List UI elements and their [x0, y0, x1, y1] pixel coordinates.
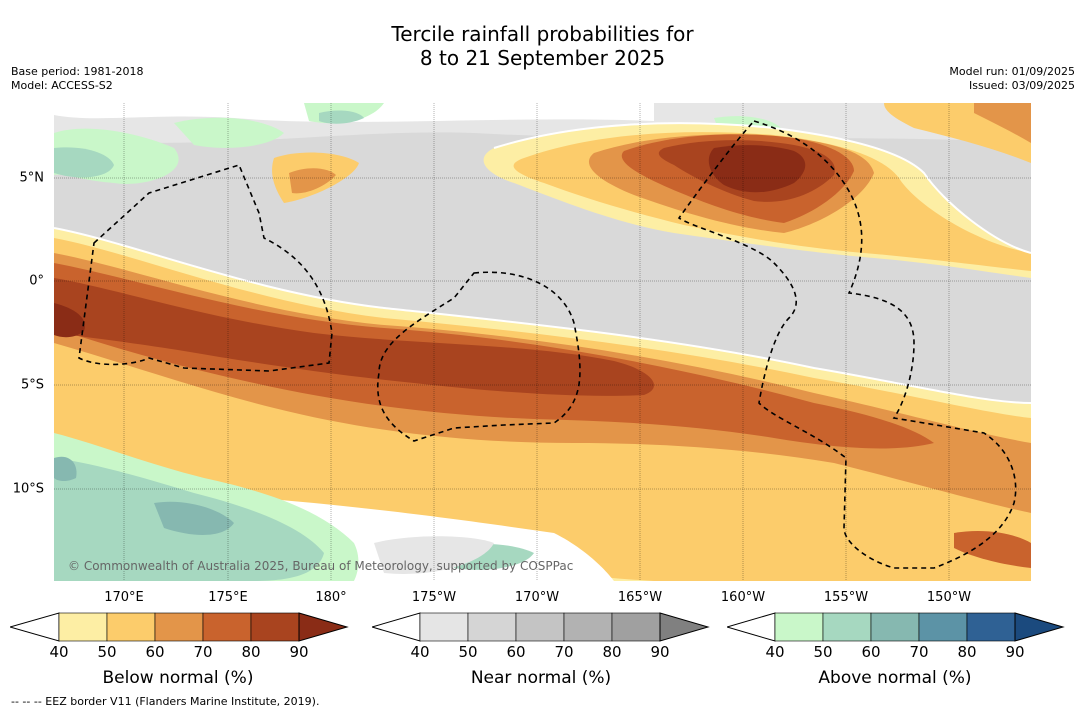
x-tick-180: 180°	[315, 590, 347, 605]
colorbar-near-arrow-right	[659, 612, 710, 642]
colorbar-above-title: Above normal (%)	[818, 668, 972, 688]
above-normal-region-sw-70	[154, 501, 234, 535]
meta-left: Base period: 1981-2018 Model: ACCESS-S2	[11, 65, 143, 93]
below-normal-patch-nw-core	[289, 168, 336, 194]
below-normal-ne-core	[974, 103, 1031, 143]
cbar-near-tick: 60	[506, 643, 526, 661]
x-tick-175w: 175°W	[411, 590, 457, 605]
eez-border-kiribati-gilberts	[78, 164, 333, 372]
colorbar-near-normal	[372, 612, 710, 642]
cbar-near-tick: 90	[650, 643, 670, 661]
cbar-above-tick: 80	[957, 643, 977, 661]
below-normal-patch-se	[954, 531, 1031, 568]
cbar-near-tick: 40	[410, 643, 430, 661]
model-name: Model: ACCESS-S2	[11, 79, 113, 92]
colorbar-near-swatch-50	[467, 612, 517, 642]
x-tick-170e: 170°E	[104, 590, 144, 605]
colorbar-above-swatch-60	[870, 612, 920, 642]
x-tick-170w: 170°W	[514, 590, 560, 605]
cbar-near-tick: 80	[602, 643, 622, 661]
below-normal-tongue-north-90	[708, 145, 806, 193]
cbar-above-tick: 40	[765, 643, 785, 661]
above-normal-patch-nw-core	[54, 147, 114, 178]
eez-border-kiribati-phoenix	[377, 271, 581, 442]
probability-map: © Commonwealth of Australia 2025, Bureau…	[54, 103, 1031, 581]
colorbar-near-swatch-60	[515, 612, 565, 642]
cbar-below-tick: 80	[241, 643, 261, 661]
colorbar-near-title: Near normal (%)	[470, 668, 612, 688]
colorbar-below-normal	[10, 612, 349, 642]
model-run: Model run: 01/09/2025	[949, 65, 1075, 78]
cbar-above-tick: 70	[909, 643, 929, 661]
x-tick-155w: 155°W	[823, 590, 869, 605]
longitude-gridlines	[123, 103, 950, 581]
cbar-below-tick: 50	[97, 643, 117, 661]
x-tick-150w: 150°W	[926, 590, 972, 605]
cbar-above-tick: 60	[861, 643, 881, 661]
colorbar-near-swatch-70	[563, 612, 613, 642]
map-title: Tercile rainfall probabilities for 8 to …	[0, 22, 1085, 70]
y-tick-10s: 10°S	[12, 481, 44, 497]
title-line-2: 8 to 21 September 2025	[419, 46, 666, 70]
y-tick-5s: 5°S	[20, 377, 44, 393]
latitude-gridlines	[54, 177, 1031, 490]
colorbar-near-swatch-80	[611, 612, 661, 642]
title-line-1: Tercile rainfall probabilities for	[391, 22, 694, 46]
issued-date: Issued: 03/09/2025	[968, 79, 1075, 92]
cbar-below-tick: 60	[145, 643, 165, 661]
colorbar-below-title: Below normal (%)	[102, 668, 254, 688]
cbar-below-tick: 40	[49, 643, 69, 661]
above-normal-patch-n3-core	[319, 110, 364, 124]
cbar-above-tick: 50	[813, 643, 833, 661]
eez-footnote: -- -- -- EEZ border V11 (Flanders Marine…	[11, 695, 320, 708]
colorbar-above-arrow-right	[1014, 612, 1065, 642]
category-boundary-north	[54, 227, 1031, 404]
colorbar-above-swatch-50	[822, 612, 872, 642]
colorbar-near-swatch-40	[419, 612, 469, 642]
cbar-below-tick: 90	[289, 643, 309, 661]
y-tick-equator: 0°	[29, 273, 44, 289]
eez-borders	[78, 120, 1017, 569]
cbar-below-tick: 70	[193, 643, 213, 661]
x-tick-175e: 175°E	[208, 590, 248, 605]
colorbar-below-swatch-70	[202, 612, 252, 642]
colorbar-above-arrow-left	[727, 612, 776, 642]
colorbar-near-arrow-left	[372, 612, 421, 642]
cbar-near-tick: 50	[458, 643, 478, 661]
copyright-notice: © Commonwealth of Australia 2025, Bureau…	[68, 559, 573, 573]
colorbar-below-swatch-80	[250, 612, 300, 642]
colorbar-below-arrow-left	[10, 612, 60, 642]
base-period: Base period: 1981-2018	[11, 65, 144, 78]
x-tick-160w: 160°W	[720, 590, 766, 605]
cbar-near-tick: 70	[554, 643, 574, 661]
above-normal-patch-w	[54, 456, 77, 482]
x-tick-165w: 165°W	[617, 590, 663, 605]
colorbar-below-swatch-60	[154, 612, 204, 642]
colorbar-below-swatch-40	[58, 612, 108, 642]
colorbar-above-swatch-80	[966, 612, 1016, 642]
below-normal-band-south-90	[54, 303, 85, 338]
colorbar-above-normal	[727, 612, 1065, 642]
category-boundary-south	[493, 122, 1031, 254]
below-normal-band-south-80	[54, 278, 654, 396]
colorbar-below-arrow-right	[298, 612, 349, 642]
above-normal-patch-n2	[174, 117, 284, 148]
colorbar-above-swatch-70	[918, 612, 968, 642]
colorbar-above-swatch-40	[774, 612, 824, 642]
eez-border-kiribati-line	[677, 120, 1017, 569]
y-tick-5n: 5°N	[19, 170, 45, 186]
cbar-above-tick: 90	[1005, 643, 1025, 661]
meta-right: Model run: 01/09/2025 Issued: 03/09/2025	[949, 65, 1075, 93]
colorbar-below-swatch-50	[106, 612, 156, 642]
